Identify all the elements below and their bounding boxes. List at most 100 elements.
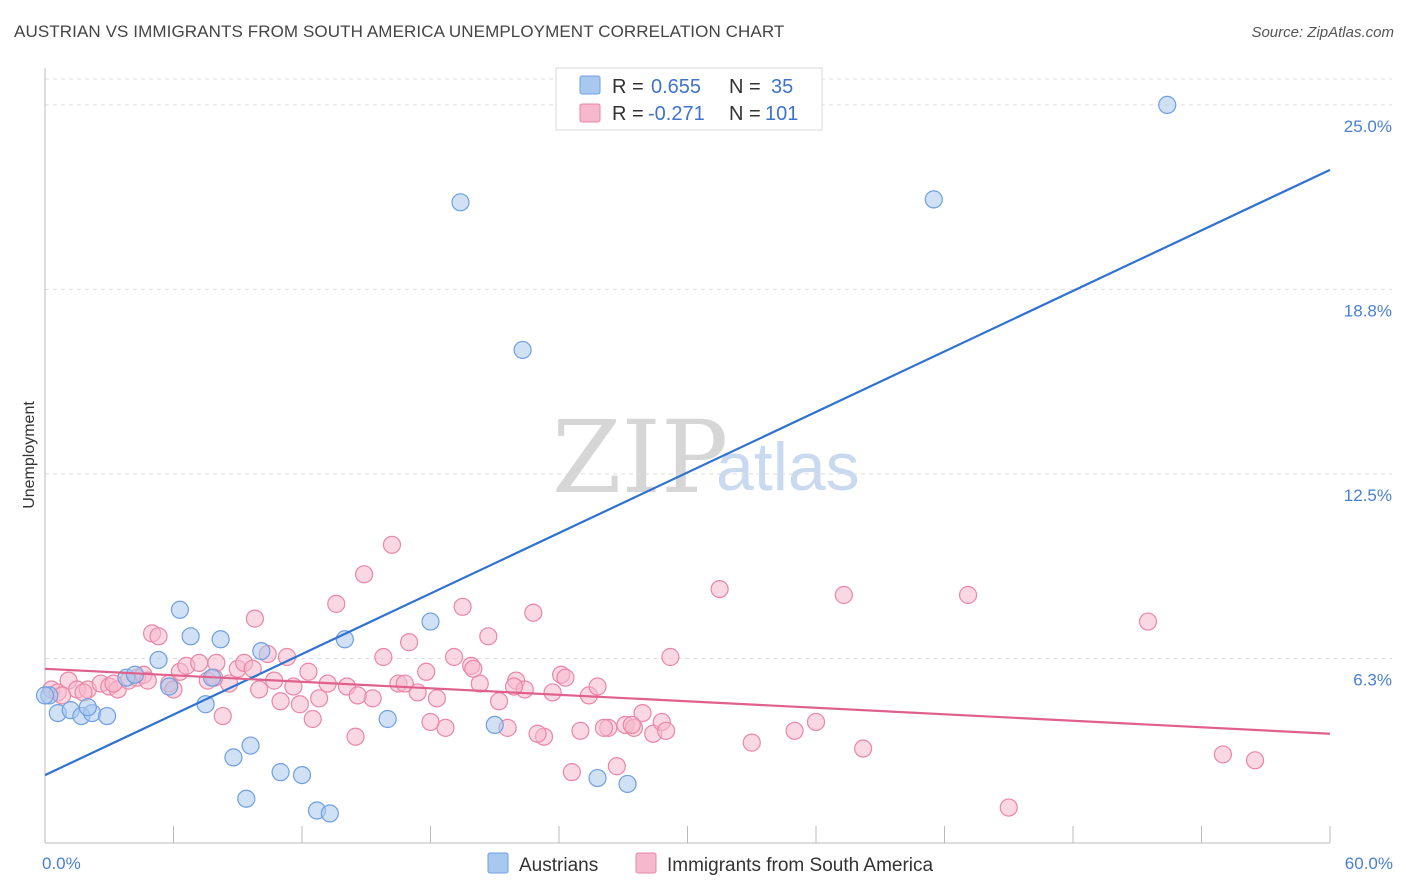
immigrants-point-72 [742, 733, 761, 752]
immigrants-point-90 [303, 709, 322, 729]
austrians-point-18 [252, 641, 271, 661]
immigrants-point-77 [958, 585, 978, 605]
immigrants-point-98 [594, 718, 614, 737]
bottom-legend-austrians: Austrians [519, 855, 598, 876]
austrians-point-30 [618, 774, 637, 794]
austrians-point-15 [224, 748, 243, 767]
trend-line-1 [44, 667, 1331, 735]
immigrants-point-51 [489, 692, 509, 711]
immigrants-point-37 [363, 689, 382, 708]
immigrants-point-41 [399, 633, 419, 652]
austrians-point-8 [149, 650, 168, 670]
austrians-point-28 [513, 340, 532, 360]
chart-title: AUSTRIAN VS IMMIGRANTS FROM SOUTH AMERIC… [14, 22, 785, 41]
y-tick-label-3: 25.0% [1344, 117, 1392, 136]
austrians-point-5 [98, 706, 117, 726]
watermark-zip: ZIP [552, 399, 728, 516]
immigrants-point-76 [854, 739, 873, 758]
watermark: ZIP atlas [552, 399, 860, 516]
austrians-point-9 [160, 677, 179, 696]
immigrants-point-81 [1245, 751, 1265, 770]
immigrants-point-92 [395, 674, 414, 693]
immigrants-point-89 [271, 692, 290, 711]
immigrants-point-12 [149, 627, 168, 646]
immigrants-point-64 [607, 757, 626, 776]
immigrants-point-79 [1138, 612, 1158, 631]
austrians-point-11 [181, 627, 200, 646]
immigrants-point-43 [417, 662, 436, 681]
legend-r-label-0: R = [612, 76, 644, 98]
immigrants-point-73 [785, 721, 804, 740]
austrians-point-16 [237, 789, 256, 808]
immigrants-point-31 [310, 689, 329, 708]
watermark-atlas: atlas [716, 429, 860, 505]
immigrants-point-80 [1213, 745, 1233, 764]
bottom-legend-immigrants: Immigrants from South America [667, 855, 934, 876]
austrians-point-24 [378, 709, 397, 729]
immigrants-point-75 [834, 585, 853, 605]
immigrants-point-100 [656, 721, 676, 740]
legend-swatch-immigrants [579, 103, 601, 123]
immigrants-point-60 [571, 721, 590, 740]
immigrants-point-95 [504, 677, 524, 696]
immigrants-point-93 [421, 712, 440, 732]
immigrants-point-29 [290, 695, 309, 714]
immigrants-point-96 [528, 724, 547, 743]
axes [44, 68, 1331, 844]
immigrants-point-44 [427, 689, 447, 708]
austrians-point-32 [1158, 95, 1177, 115]
austrians-point-17 [241, 736, 260, 755]
immigrants-point-59 [562, 763, 581, 782]
immigrants-point-67 [633, 703, 652, 723]
immigrants-point-70 [661, 647, 680, 667]
immigrants-point-24 [250, 680, 269, 699]
legend-n-label-1: N = [729, 103, 761, 125]
immigrants-point-35 [346, 727, 365, 746]
immigrants-point-78 [999, 798, 1018, 817]
immigrants-point-38 [374, 647, 393, 667]
immigrants-point-23 [245, 609, 264, 628]
y-tick-label-1: 12.5% [1344, 486, 1392, 505]
trend-lines [44, 168, 1331, 777]
immigrants-point-30 [299, 662, 318, 681]
y-tick-label-2: 18.8% [1344, 301, 1392, 320]
series-austrians-points [35, 95, 1177, 823]
trend-line-0 [44, 168, 1331, 777]
austrians-point-14 [211, 630, 230, 649]
legend-n-value-0: 35 [771, 76, 793, 98]
series-immigrants-points [42, 535, 1265, 817]
austrians-point-27 [485, 715, 504, 735]
austrians-point-22 [320, 804, 339, 823]
y-axis-title: Unemployment [21, 401, 38, 509]
immigrants-point-33 [327, 594, 346, 613]
immigrants-point-97 [556, 668, 575, 687]
series-legend: Austrians Immigrants from South America [487, 852, 934, 876]
austrians-point-19 [271, 763, 290, 782]
legend-r-value-1: -0.271 [648, 103, 705, 125]
austrians-point-29 [588, 768, 607, 788]
gridlines [45, 78, 1392, 659]
immigrants-point-62 [588, 677, 607, 696]
immigrants-point-91 [348, 686, 367, 705]
x-tick-label-1: 60.0% [1345, 854, 1393, 873]
legend-swatch-austrians [579, 75, 601, 95]
immigrants-point-99 [622, 715, 641, 735]
immigrants-point-46 [444, 647, 464, 667]
legend-n-label-0: N = [729, 76, 761, 98]
x-tick-label-0: 0.0% [42, 854, 81, 873]
source-label: Source: ZipAtlas.com [1251, 24, 1394, 41]
immigrants-point-71 [710, 579, 729, 599]
legend-n-value-1: 101 [765, 103, 798, 125]
legend-r-label-1: R = [612, 103, 644, 125]
austrians-point-34 [78, 698, 97, 717]
immigrants-point-36 [355, 565, 374, 584]
stats-legend: R = 0.655 N = 35 R = -0.271 N = 101 [555, 67, 823, 131]
austrians-point-10 [170, 600, 190, 619]
austrians-point-26 [451, 193, 470, 212]
immigrants-point-16 [190, 653, 209, 673]
immigrants-point-50 [479, 627, 498, 646]
bottom-legend-swatch-austrians [487, 852, 509, 874]
x-tick-labels: 0.0% 60.0% [42, 854, 1393, 873]
austrians-point-31 [924, 190, 943, 209]
